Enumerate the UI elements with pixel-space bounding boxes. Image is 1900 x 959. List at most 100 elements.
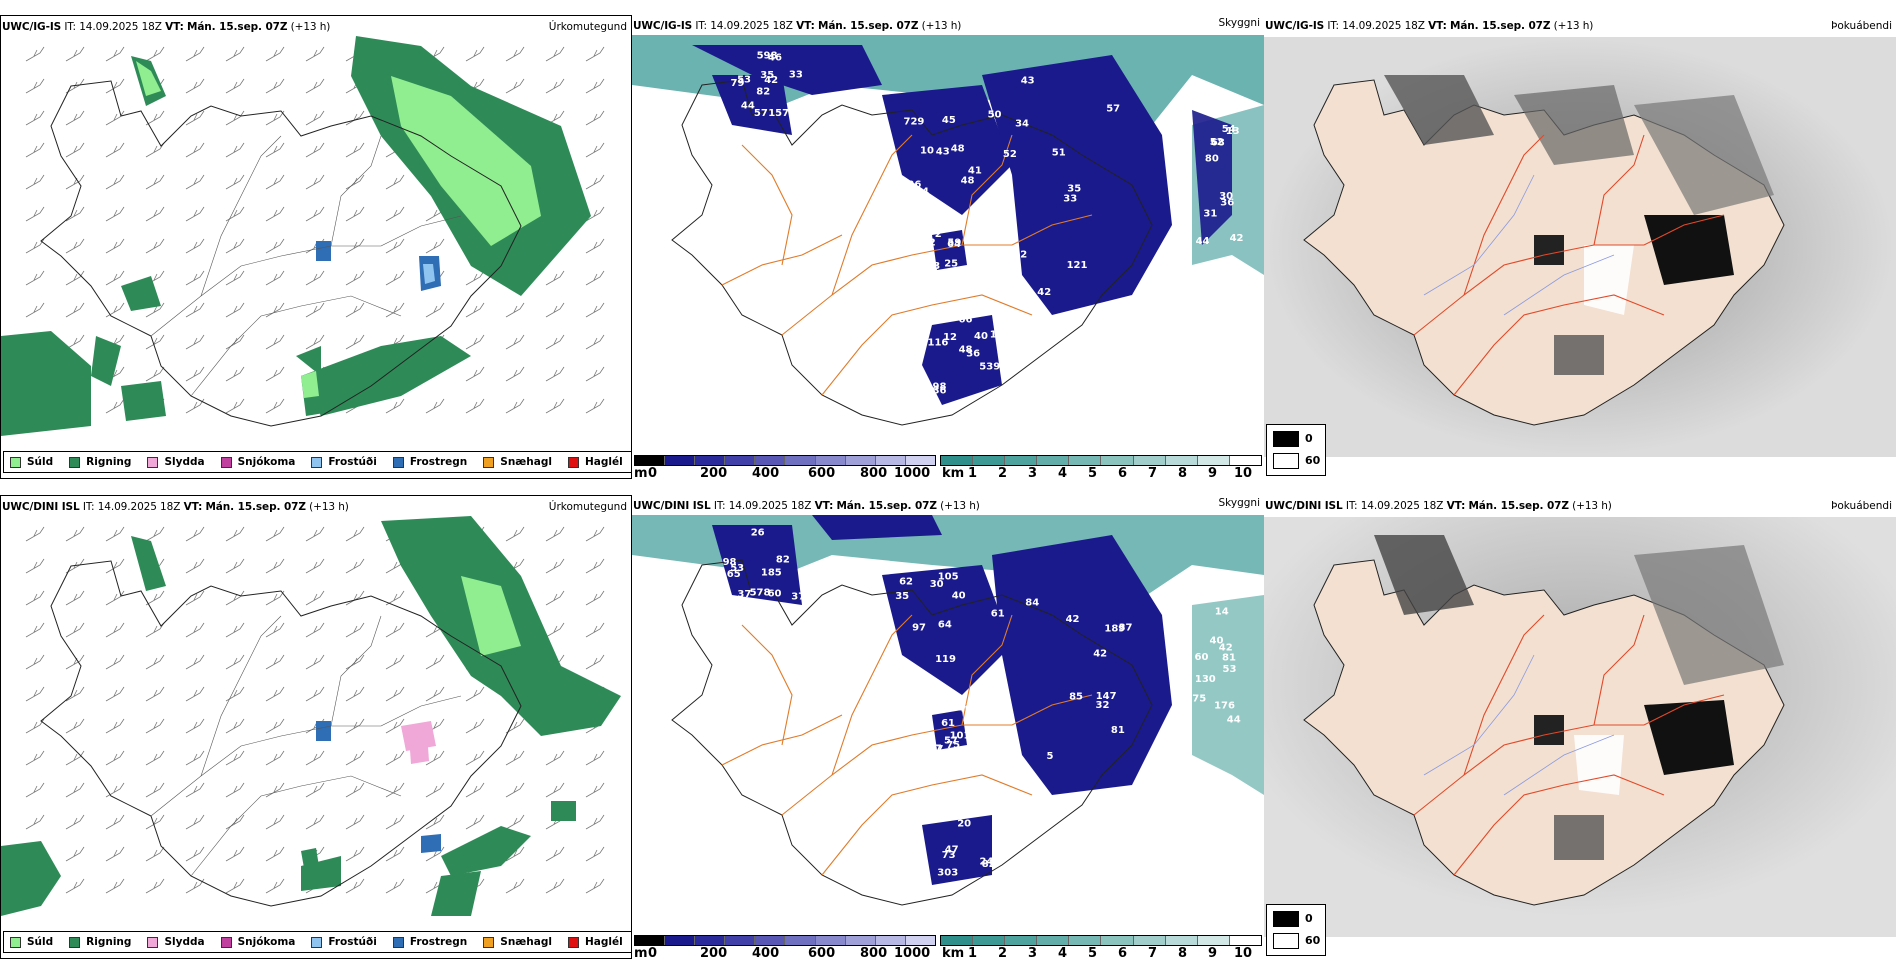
wind-barb [385,654,405,670]
cloud-base-value: 31 [1203,209,1217,220]
wind-barb [425,238,445,254]
fog-map-row2 [1264,517,1896,937]
iceland-coast [40,80,522,427]
wind-barb [265,846,285,862]
wind-barb [545,558,565,574]
wind-barb [425,398,445,414]
cloud-base-value: 80 [1205,154,1219,165]
wind-barb [65,782,85,798]
wind-barb [105,558,125,574]
wind-barb [105,110,125,126]
visibility-tick: 6 [1118,946,1128,959]
wind-barb [305,110,325,126]
visibility-tick: 8 [1178,466,1188,479]
wind-barb [545,878,565,894]
wind-barb [145,110,165,126]
wind-barb [265,366,285,382]
wind-barb [225,654,245,670]
wind-barb [225,686,245,702]
cloud-base-value: 66 [959,315,973,326]
cloud-base-value: 37 [1119,623,1133,634]
cloud-base-value: 84 [1025,597,1039,608]
wind-barb [585,270,605,286]
cloud-base-value: 104 [990,330,1011,341]
cloud-base-value: 46 [958,704,972,715]
visibility-unit: km [942,946,965,959]
wind-barb [105,782,125,798]
roads [150,135,462,397]
cloud-base-value: 68 [970,687,984,698]
wind-barb [305,78,325,94]
wind-barb [585,622,605,638]
fog-panel-row2: UWC/DINI ISL IT: 14.09.2025 18Z VT: Mán.… [1264,495,1896,959]
wind-barb [25,526,45,542]
cloud-panel-row1: 82 729 35 98 59 31 46 45 57 36 42 42 79 50 33 40 39 52 35 2… [632,15,1264,479]
wind-barb [425,750,445,766]
wind-barb [25,302,45,318]
cloud-base-value: 48 [951,143,965,154]
precip-field [1,516,621,916]
fog-legend: 0 60 [1266,424,1326,476]
visibility-colorbar [940,935,1262,946]
cloud-base-value: 85 [1069,691,1083,702]
wind-barb [545,78,565,94]
wind-barb [145,366,165,382]
wind-barb [65,142,85,158]
cloud-base-value: 246 [980,857,1001,868]
cloud-base-value: 60 [1195,652,1209,663]
visibility-tick: 10 [1234,466,1253,479]
panel-header: UWC/DINI ISL IT: 14.09.2025 18Z VT: Mán.… [1265,500,1612,512]
cloud-base-value: 42 [764,75,778,86]
cloud-base-value: 14 [1215,607,1229,618]
wind-barb [465,782,485,798]
wind-barb [345,782,365,798]
wind-barb [505,334,525,350]
cloud-value-labels: 9810537703344534042346153263584737560185… [723,528,1241,879]
wind-barb [465,718,485,734]
legend-item-snow: Snjókoma [220,456,295,468]
panel-header: UWC/IG-IS IT: 14.09.2025 18Z VT: Mán. 15… [2,21,331,33]
cloud-base-value: 48 [961,176,975,187]
wind-barb [105,78,125,94]
wind-barb [225,622,245,638]
wind-barb [545,302,565,318]
wind-barb [185,238,205,254]
legend-item-sleet: Slydda [147,936,205,948]
cloud-base-value: 176 [1214,700,1235,711]
wind-barb [105,750,125,766]
panel-header: UWC/IG-IS IT: 14.09.2025 18Z VT: Mán. 15… [633,20,962,32]
cloud-base-value: 101 [950,731,971,742]
cloud-base-value: 25 [944,259,958,270]
cloud-colorbars: m 0 200 400 600 800 1000 km 1 2 3 4 5 6 … [632,453,1264,479]
wind-barb [385,878,405,894]
visibility-unit: km [942,466,965,479]
wind-barb [225,878,245,894]
wind-barb [145,206,165,222]
cloud-base-value: 53 [730,563,744,574]
cloud-base-value: 37 [791,592,805,603]
wind-barb [345,558,365,574]
cloud-base-value: 79 [731,78,745,89]
panel-header: UWC/IG-IS IT: 14.09.2025 18Z VT: Mán. 15… [1265,20,1594,32]
wind-barb [105,654,125,670]
cloud-base-value: 53 [1223,664,1237,675]
wind-barb [185,174,205,190]
wind-barb [25,590,45,606]
wind-barb [105,622,125,638]
wind-barb [345,622,365,638]
cloud-base-value: 34 [1015,119,1029,130]
legend-item-hail: Haglél [567,936,623,948]
fog-legend: 0 60 [1266,904,1326,956]
wind-barb [185,686,205,702]
wind-barb [25,206,45,222]
wind-barb [425,686,445,702]
wind-barb [305,302,325,318]
wind-barb [585,558,605,574]
cloud-base-value: 20 [957,818,971,829]
precip-map-row1 [1,36,605,436]
wind-barb [345,206,365,222]
wind-barb [145,590,165,606]
cloud-base-value: 37 [1150,265,1164,276]
cloud-base-value: 147 [1096,691,1117,702]
cloud-base-value: 82 [776,555,790,566]
